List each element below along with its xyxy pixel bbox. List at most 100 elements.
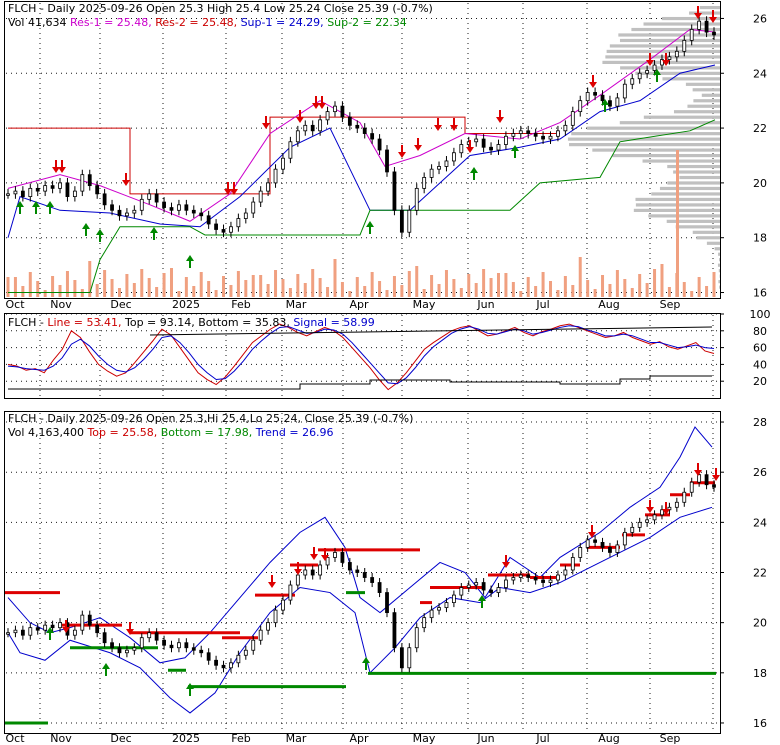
volume-bar [95,284,99,297]
sell-arrow [646,53,654,66]
channel-candle-body [169,644,174,649]
y-tick-label: 16 [753,287,767,300]
sell-arrow [312,96,320,109]
channel-candle-body [80,614,85,631]
price-candle-body [28,187,33,197]
channel-candle-body [43,624,48,631]
price-candle-body [35,187,40,192]
header-item: Sup-1 = 24.29, [241,16,328,29]
channel-candle-body [630,526,635,533]
volume-bar [541,272,545,297]
profile-bar [662,77,720,81]
arrow-head [646,507,654,513]
profile-bar [701,93,720,97]
sell-arrow [310,547,318,560]
volume-bar [697,277,701,297]
arrow-head [268,582,276,588]
arrow-head [186,255,194,261]
volume-bar [125,274,129,297]
price-candle-body [333,105,337,113]
buy-arrow [82,223,90,236]
sell-arrow [398,145,406,158]
arrow-head [362,657,370,663]
volume-bar [340,282,344,297]
volume-bar [199,272,203,297]
y-tick-label: 20 [753,375,767,388]
y-tick-label: 28 [753,416,767,429]
price-candle-body [422,177,427,189]
profile-bar [666,219,720,223]
profile-bar [667,164,720,169]
sell-arrow [588,525,596,538]
x-tick-label: Aug [598,732,619,745]
arrow-head [470,167,478,173]
price-candle-body [697,20,702,30]
x-tick-label: Apr [349,732,369,745]
header-item: Top = 25.58, [86,426,160,439]
channel-candle-body [154,632,159,641]
profile-bar [718,280,720,284]
channel-header-line1: FLCH - Daily 2025-09-26 Open 25.3,Hi 25.… [8,412,413,425]
channel-candle-body [28,627,33,636]
price-candle-body [414,187,419,211]
volume-bar [363,286,367,297]
volume-bar [511,282,515,297]
x-tick-label: Jun [476,298,494,311]
sell-arrow [414,138,422,151]
channel-candle-body [243,649,248,656]
channel-candle-body [422,617,427,629]
volume-bar [378,281,382,297]
channel-candle-body [481,582,486,591]
price-candle-body [169,207,174,211]
price-header-line1: FLCH - Daily 2025-09-26 Open 25.3 High 2… [8,2,433,15]
volume-bar [519,291,523,297]
volume-bar [586,280,590,297]
volume-bar [705,286,709,297]
price-candle-body [474,138,479,143]
profile-bar [687,104,720,108]
volume-bar [615,270,619,297]
channel-candle-body [214,659,218,666]
channel-candle-body [147,632,152,639]
arrow-head [450,125,458,131]
axis-labels: 16 18 20 22 24 26 20 40 60 80 100 16 18 20 22 24 26 28 Oct… [5,12,770,745]
volume-bar [504,273,508,297]
x-tick-label: Sep [660,732,681,745]
price-candle-body [630,78,635,85]
price-candle-body [593,92,597,96]
header-item: Line = 53.41, [47,316,125,329]
volume-bar [630,288,634,297]
sell-arrow [294,562,302,575]
arrow-head [16,201,24,207]
profile-bar [717,263,720,267]
channel-candle-body [58,622,62,629]
channel-candle-body [221,664,226,669]
profile-bar [718,269,720,273]
price-candle-body [637,72,642,80]
price-candle-body [199,212,204,217]
channel-candle-body [162,639,166,646]
x-tick-label: Jul [535,732,549,745]
arrow-head [434,125,442,131]
sell-arrow [502,555,510,568]
volume-bar [407,271,411,297]
sell-arrow [318,96,326,109]
price-candle-body [660,59,664,66]
buy-arrow [653,69,661,82]
header-item: Res-2 = 25.48, [155,16,240,29]
price-candle-body [556,130,560,137]
profile-bar [692,88,720,92]
channel-candle-body [689,481,694,493]
channel-candle-body [139,637,144,649]
x-tick-label: Jul [535,298,549,311]
channel-candle-body [229,662,233,669]
channel-candle-body [333,552,337,558]
volume-bar [489,278,493,297]
buy-arrow [102,663,110,676]
profile-bar [571,132,720,136]
y-tick-label: 24 [753,67,767,80]
y-tick-label: 80 [753,325,767,338]
profile-bar [648,214,720,218]
volume-bar [682,282,686,297]
volume-bar [43,290,47,297]
